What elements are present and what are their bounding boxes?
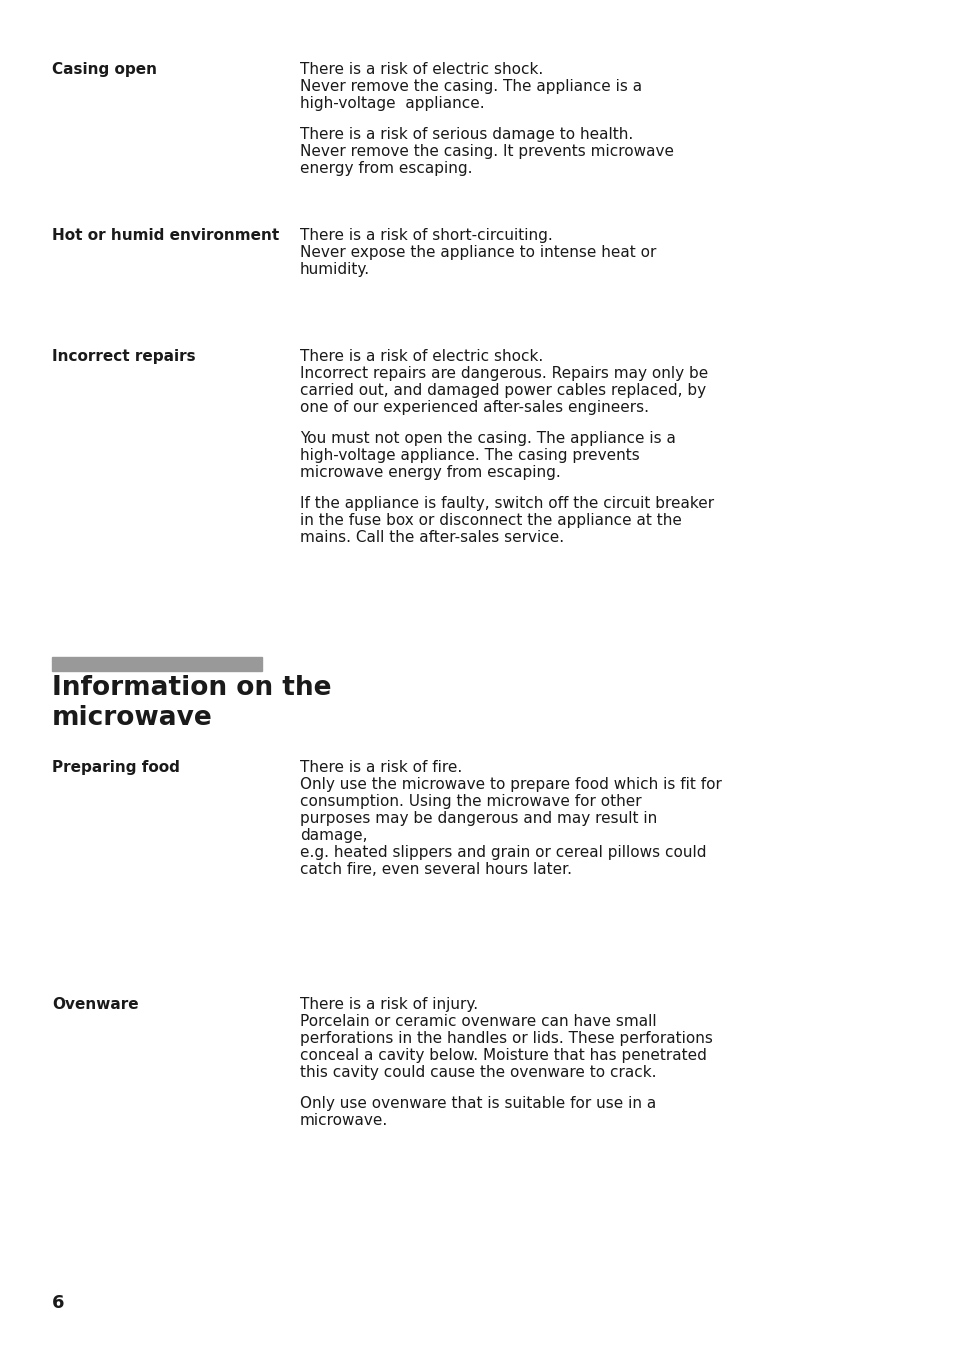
Text: in the fuse box or disconnect the appliance at the: in the fuse box or disconnect the applia…: [299, 512, 681, 529]
Text: There is a risk of electric shock.: There is a risk of electric shock.: [299, 62, 542, 77]
Text: Only use ovenware that is suitable for use in a: Only use ovenware that is suitable for u…: [299, 1096, 656, 1111]
Text: 6: 6: [52, 1294, 65, 1311]
Text: energy from escaping.: energy from escaping.: [299, 161, 472, 176]
Text: Information on the
microwave: Information on the microwave: [52, 675, 331, 731]
Text: Incorrect repairs: Incorrect repairs: [52, 349, 195, 364]
Text: this cavity could cause the ovenware to crack.: this cavity could cause the ovenware to …: [299, 1065, 656, 1080]
Text: microwave.: microwave.: [299, 1113, 388, 1128]
Text: conceal a cavity below. Moisture that has penetrated: conceal a cavity below. Moisture that ha…: [299, 1048, 706, 1063]
Text: high-voltage appliance. The casing prevents: high-voltage appliance. The casing preve…: [299, 448, 639, 462]
Text: Porcelain or ceramic ovenware can have small: Porcelain or ceramic ovenware can have s…: [299, 1014, 656, 1029]
Text: carried out, and damaged power cables replaced, by: carried out, and damaged power cables re…: [299, 383, 705, 397]
Text: microwave energy from escaping.: microwave energy from escaping.: [299, 465, 560, 480]
Text: Never expose the appliance to intense heat or: Never expose the appliance to intense he…: [299, 245, 656, 260]
Text: purposes may be dangerous and may result in: purposes may be dangerous and may result…: [299, 811, 657, 826]
Text: Hot or humid environment: Hot or humid environment: [52, 228, 279, 243]
Text: If the appliance is faulty, switch off the circuit breaker: If the appliance is faulty, switch off t…: [299, 496, 714, 511]
Text: There is a risk of electric shock.: There is a risk of electric shock.: [299, 349, 542, 364]
Text: Preparing food: Preparing food: [52, 760, 180, 775]
Text: high-voltage  appliance.: high-voltage appliance.: [299, 96, 484, 111]
Text: one of our experienced after-sales engineers.: one of our experienced after-sales engin…: [299, 400, 648, 415]
Text: humidity.: humidity.: [299, 262, 370, 277]
Text: There is a risk of injury.: There is a risk of injury.: [299, 996, 477, 1013]
Text: Never remove the casing. The appliance is a: Never remove the casing. The appliance i…: [299, 78, 641, 95]
Text: There is a risk of short-circuiting.: There is a risk of short-circuiting.: [299, 228, 552, 243]
Text: You must not open the casing. The appliance is a: You must not open the casing. The applia…: [299, 431, 675, 446]
Text: Incorrect repairs are dangerous. Repairs may only be: Incorrect repairs are dangerous. Repairs…: [299, 366, 707, 381]
Text: Ovenware: Ovenware: [52, 996, 138, 1013]
Text: There is a risk of serious damage to health.: There is a risk of serious damage to hea…: [299, 127, 633, 142]
Text: There is a risk of fire.: There is a risk of fire.: [299, 760, 462, 775]
Text: perforations in the handles or lids. These perforations: perforations in the handles or lids. The…: [299, 1032, 712, 1046]
Text: Only use the microwave to prepare food which is fit for: Only use the microwave to prepare food w…: [299, 777, 721, 792]
Bar: [52, 657, 262, 671]
Text: damage,: damage,: [299, 827, 367, 844]
Text: catch fire, even several hours later.: catch fire, even several hours later.: [299, 863, 572, 877]
Text: Casing open: Casing open: [52, 62, 157, 77]
Text: Never remove the casing. It prevents microwave: Never remove the casing. It prevents mic…: [299, 145, 673, 160]
Text: consumption. Using the microwave for other: consumption. Using the microwave for oth…: [299, 794, 641, 808]
Text: e.g. heated slippers and grain or cereal pillows could: e.g. heated slippers and grain or cereal…: [299, 845, 706, 860]
Text: mains. Call the after-sales service.: mains. Call the after-sales service.: [299, 530, 563, 545]
